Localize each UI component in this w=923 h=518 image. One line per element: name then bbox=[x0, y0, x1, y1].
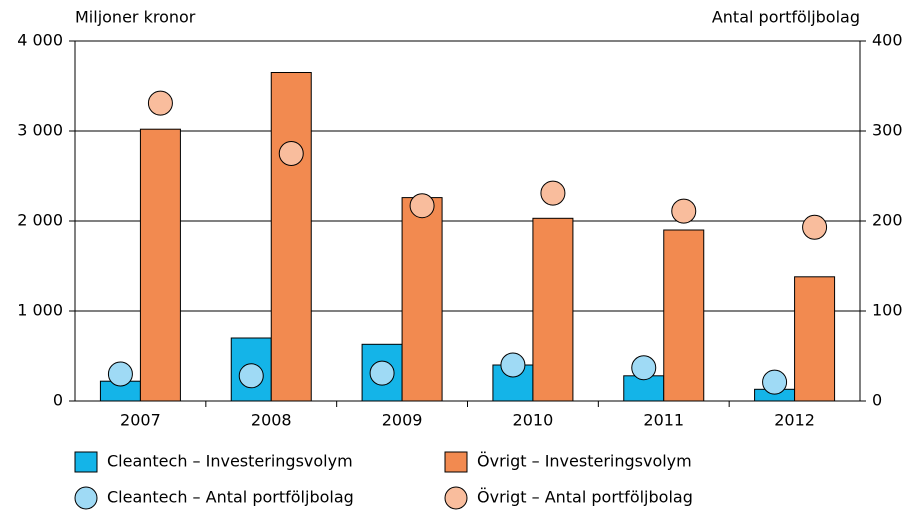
marker bbox=[500, 352, 526, 378]
x-tick-label: 2011 bbox=[643, 411, 684, 430]
y-axis-label: Miljoner kronor bbox=[75, 8, 196, 27]
legend-swatch bbox=[74, 451, 98, 473]
legend-label: Cleantech – Investeringsvolym bbox=[107, 452, 353, 471]
marker bbox=[802, 214, 828, 240]
marker bbox=[107, 361, 133, 387]
bar bbox=[532, 217, 574, 402]
y-tick-label: 1 000 bbox=[17, 301, 63, 320]
marker bbox=[238, 363, 264, 389]
x-tick-label: 2010 bbox=[513, 411, 554, 430]
y2-tick-label: 0 bbox=[872, 391, 882, 410]
x-tick-label: 2007 bbox=[120, 411, 161, 430]
bar bbox=[270, 72, 312, 402]
legend-label: Cleantech – Antal portföljbolag bbox=[107, 488, 354, 507]
marker bbox=[369, 360, 395, 386]
legend-swatch bbox=[444, 451, 468, 473]
bar bbox=[139, 128, 181, 402]
marker bbox=[671, 198, 697, 224]
x-tick-label: 2008 bbox=[251, 411, 292, 430]
marker bbox=[631, 355, 657, 381]
x-tick-label: 2012 bbox=[774, 411, 815, 430]
y2-axis-label: Antal portföljbolag bbox=[712, 8, 860, 27]
marker bbox=[147, 90, 173, 116]
bar bbox=[401, 197, 443, 402]
y2-tick-label: 100 bbox=[872, 301, 903, 320]
y-tick-label: 0 bbox=[53, 391, 63, 410]
y2-tick-label: 200 bbox=[872, 211, 903, 230]
legend-label: Övrigt – Antal portföljbolag bbox=[477, 488, 693, 507]
y2-tick-label: 400 bbox=[872, 31, 903, 50]
marker bbox=[409, 193, 435, 219]
marker bbox=[540, 180, 566, 206]
legend-swatch bbox=[74, 486, 98, 510]
marker bbox=[762, 369, 788, 395]
legend-label: Övrigt – Investeringsvolym bbox=[477, 452, 692, 471]
y-tick-label: 4 000 bbox=[17, 31, 63, 50]
bar bbox=[794, 276, 836, 402]
y2-tick-label: 300 bbox=[872, 121, 903, 140]
legend-swatch bbox=[444, 486, 468, 510]
bar bbox=[663, 229, 705, 402]
y-tick-label: 3 000 bbox=[17, 121, 63, 140]
marker bbox=[278, 141, 304, 166]
x-tick-label: 2009 bbox=[382, 411, 423, 430]
y-tick-label: 2 000 bbox=[17, 211, 63, 230]
